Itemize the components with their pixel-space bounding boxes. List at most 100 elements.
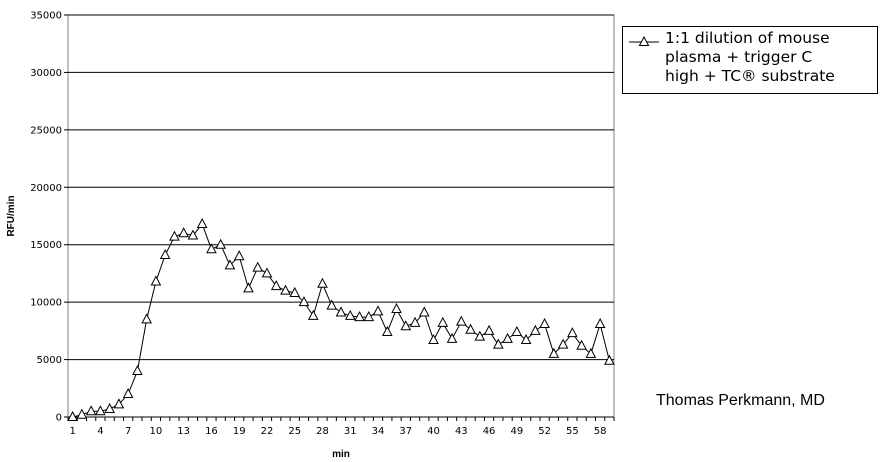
x-axis-label: min	[332, 449, 350, 460]
x-axis-ticks: 1 4 7 10 13 16 19 22 25 28 31 34 37 40 43 46 49 52 55 58	[67, 416, 615, 437]
data-point-marker	[326, 299, 338, 310]
data-point-marker	[539, 317, 550, 328]
x-tick-label: 7	[125, 426, 131, 437]
series-layer	[67, 217, 615, 421]
x-tick-label: 16	[205, 426, 218, 437]
data-point-marker	[233, 250, 245, 261]
x-tick-label: 22	[261, 426, 274, 437]
data-point-marker	[289, 286, 301, 297]
y-axis-label: RFU/min	[6, 195, 17, 236]
data-point-marker	[280, 284, 291, 295]
data-point-marker	[530, 324, 541, 335]
data-point-marker	[428, 333, 439, 345]
data-point-marker	[381, 325, 393, 337]
data-point-marker	[557, 338, 569, 349]
data-point-marker	[594, 317, 606, 328]
legend: 1:1 dilution of mouse plasma + trigger C…	[622, 26, 878, 94]
x-tick-label: 46	[483, 426, 496, 437]
author-credit: Thomas Perkmann, MD	[656, 392, 825, 409]
data-point-marker	[520, 333, 532, 345]
data-point-marker	[67, 410, 78, 421]
data-point-marker	[104, 402, 115, 413]
legend-label: 1:1 dilution of mouse plasma + trigger C…	[665, 29, 835, 85]
data-point-marker	[159, 248, 171, 260]
data-point-marker	[400, 320, 412, 331]
x-tick-label: 28	[316, 426, 329, 437]
y-tick-label: 20000	[30, 183, 62, 194]
y-axis-ticks: 0 5000 10000 15000 20000 25000 30000 35000	[30, 11, 68, 424]
data-point-marker	[85, 405, 97, 416]
y-tick-label: 0	[56, 413, 62, 424]
data-point-marker	[252, 261, 264, 272]
data-point-marker	[132, 364, 143, 376]
data-point-marker	[511, 325, 523, 337]
data-point-marker	[483, 324, 495, 335]
data-point-marker	[187, 229, 199, 240]
data-point-marker	[317, 277, 328, 288]
data-point-marker	[548, 347, 560, 358]
data-point-marker	[150, 275, 162, 286]
data-point-marker	[335, 306, 347, 317]
y-tick-label: 30000	[30, 68, 62, 79]
data-point-marker	[243, 282, 254, 293]
y-tick-label: 15000	[30, 240, 62, 251]
x-tick-label: 43	[455, 426, 468, 437]
data-point-marker	[113, 398, 125, 409]
data-point-marker	[224, 259, 236, 270]
data-point-marker	[585, 347, 597, 358]
data-point-marker	[576, 339, 587, 350]
x-tick-label: 25	[288, 426, 301, 437]
x-tick-label: 34	[372, 426, 385, 437]
data-point-marker	[567, 327, 578, 338]
data-point-marker	[354, 311, 365, 322]
x-tick-label: 49	[510, 426, 523, 437]
x-tick-label: 4	[97, 426, 103, 437]
data-point-marker	[270, 279, 282, 291]
data-point-marker	[122, 387, 134, 399]
data-point-marker	[76, 408, 88, 419]
data-point-marker	[95, 405, 106, 416]
y-tick-label: 25000	[30, 125, 62, 136]
data-point-marker	[206, 243, 217, 254]
data-point-marker	[604, 354, 615, 365]
data-point-marker	[437, 316, 449, 327]
x-tick-label: 31	[344, 426, 357, 437]
data-point-marker	[141, 313, 152, 324]
x-tick-label: 37	[399, 426, 412, 437]
data-point-marker	[409, 316, 421, 327]
plot-frame	[67, 14, 615, 418]
data-point-marker	[344, 309, 356, 320]
data-point-marker	[418, 306, 430, 317]
x-tick-label: 19	[233, 426, 246, 437]
y-tick-label: 10000	[30, 298, 62, 309]
data-point-marker	[196, 217, 208, 229]
y-tick-label: 5000	[37, 355, 62, 366]
data-point-marker	[474, 330, 486, 341]
data-point-marker	[298, 296, 310, 307]
x-tick-label: 52	[538, 426, 551, 437]
x-tick-label: 40	[427, 426, 440, 437]
data-point-marker	[169, 230, 180, 241]
series-line	[72, 223, 610, 418]
x-tick-label: 10	[150, 426, 163, 437]
data-point-marker	[372, 305, 384, 316]
legend-triangle-marker-icon	[629, 35, 659, 46]
x-tick-label: 58	[594, 426, 607, 437]
data-point-marker	[215, 238, 227, 249]
data-point-marker	[391, 302, 402, 314]
data-point-marker	[307, 309, 319, 320]
x-tick-label: 13	[177, 426, 190, 437]
y-tick-label: 35000	[30, 11, 62, 22]
data-point-marker	[178, 227, 190, 238]
data-point-marker	[455, 315, 467, 326]
data-point-marker	[502, 332, 513, 343]
data-point-marker	[261, 267, 273, 278]
data-point-marker	[363, 311, 375, 322]
data-point-marker	[465, 323, 476, 334]
gridlines	[67, 14, 615, 418]
x-tick-label: 1	[69, 426, 75, 437]
x-tick-label: 55	[566, 426, 579, 437]
data-point-marker	[492, 338, 504, 349]
data-point-marker	[446, 332, 458, 343]
